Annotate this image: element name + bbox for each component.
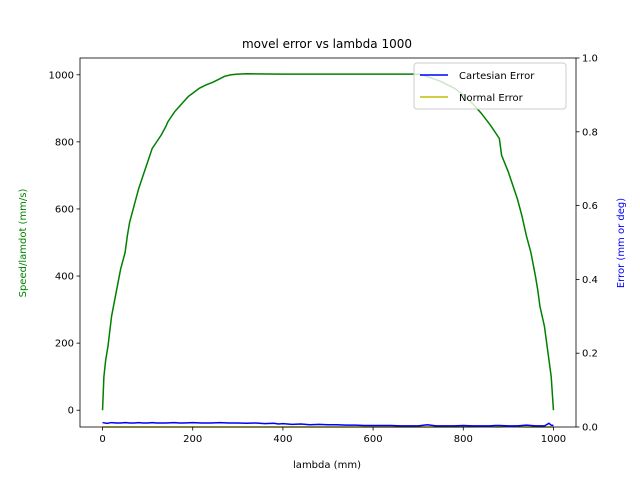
x-tick-label: 800: [454, 434, 473, 445]
y-right-tick-label: 0.6: [582, 201, 598, 212]
legend-label-normal-error: Normal Error: [459, 93, 524, 104]
axes-frame: [79, 57, 577, 428]
x-tick-label: 0: [99, 434, 105, 445]
x-tick-label: 600: [364, 434, 383, 445]
legend-box: [413, 62, 567, 110]
y-right-tick-label: 0.2: [582, 349, 598, 360]
y-right-tick-label: 0.4: [582, 275, 598, 286]
axes: 0 200 400 600 800 1000 0 200 400 600 800 1000 0.0 0.2…: [49, 54, 598, 446]
legend-label-cartesian-error: Cartesian Error: [459, 71, 535, 82]
y-right-tick-label: 0.0: [582, 423, 598, 434]
y-axis-label-left: Speed/lamdot (mm/s): [18, 189, 29, 298]
series-line-cartesian-error: [102, 421, 554, 427]
y-left-tick-label: 200: [55, 339, 74, 350]
y-right-tick-label: 0.8: [582, 127, 598, 138]
y-left-tick-label: 400: [55, 272, 74, 283]
y-left-tick-label: 800: [55, 137, 74, 148]
legend: Cartesian Error Normal Error: [413, 62, 567, 110]
chart-title: movel error vs lambda 1000: [242, 37, 412, 51]
y-right-tick-label: 1.0: [582, 54, 598, 65]
y-left-tick-label: 0: [68, 406, 74, 417]
y-axis-label-right: Error (mm or deg): [616, 198, 627, 288]
y-left-tick-label: 600: [55, 204, 74, 215]
x-tick-label: 1000: [541, 434, 566, 445]
x-axis-label: lambda (mm): [293, 460, 361, 471]
series-line-speed: [101, 73, 555, 411]
y-left-tick-label: 1000: [49, 70, 74, 81]
x-tick-label: 400: [273, 434, 292, 445]
x-tick-label: 200: [183, 434, 202, 445]
